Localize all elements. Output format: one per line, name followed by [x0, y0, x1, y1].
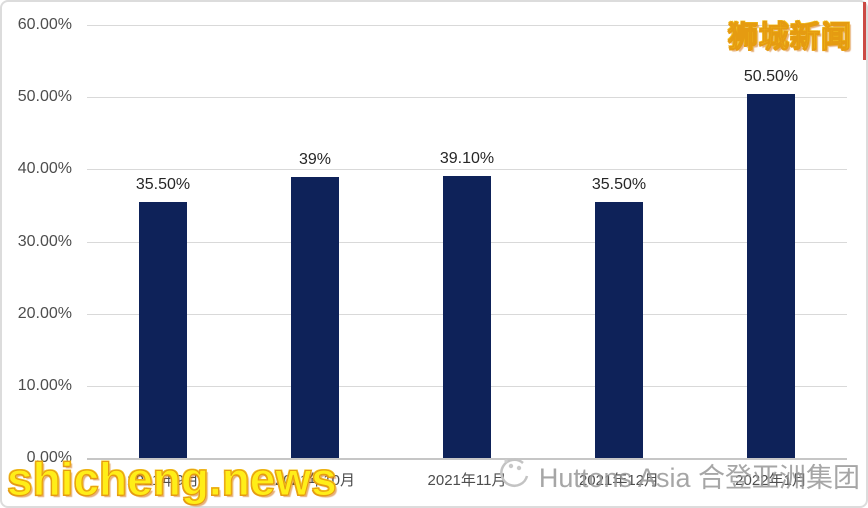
y-axis-tick-label: 30.00% [17, 232, 72, 250]
bar-data-label: 35.50% [135, 175, 191, 193]
x-axis-category-label: 2021年9月 [127, 472, 199, 489]
bar [595, 201, 643, 458]
y-axis-tick-label: 60.00% [17, 16, 72, 33]
red-edge-line [863, 2, 866, 60]
huttons-watermark: Huttons Asia 合登亚洲集团 [497, 454, 860, 497]
bar-data-label: 50.50% [743, 67, 799, 85]
bar-data-label: 39.10% [439, 149, 495, 167]
gridline [87, 169, 847, 171]
x-axis-category-label: 2021年11月 [427, 472, 507, 489]
bar [443, 175, 491, 458]
x-axis-category-label: 2021年12月 [578, 472, 660, 489]
y-axis-tick-label: 50.00% [17, 88, 72, 106]
gridline [87, 25, 847, 26]
shicheng-news-logo-watermark: 狮城新闻 [728, 21, 852, 55]
bar [747, 93, 795, 458]
x-axis-line [87, 458, 847, 460]
x-axis-category-label: 2021年10月 [274, 472, 356, 489]
bar [139, 201, 187, 458]
huttons-logo-icon [497, 454, 533, 497]
huttons-watermark-text: Huttons Asia 合登亚洲集团 [538, 463, 860, 493]
y-axis-tick-label: 20.00% [17, 304, 72, 322]
y-axis-tick-label: 0.00% [26, 449, 72, 466]
y-axis-tick-label: 10.00% [17, 376, 72, 394]
x-axis-category-label: 2022年1月 [735, 472, 807, 489]
bar-data-label: 39% [298, 150, 332, 168]
gridline [87, 97, 847, 99]
y-axis-tick-label: 40.00% [17, 160, 72, 178]
shicheng-news-url-watermark: shicheng.news [7, 453, 338, 506]
bar [291, 176, 339, 458]
bar-data-label: 35.50% [591, 175, 647, 193]
